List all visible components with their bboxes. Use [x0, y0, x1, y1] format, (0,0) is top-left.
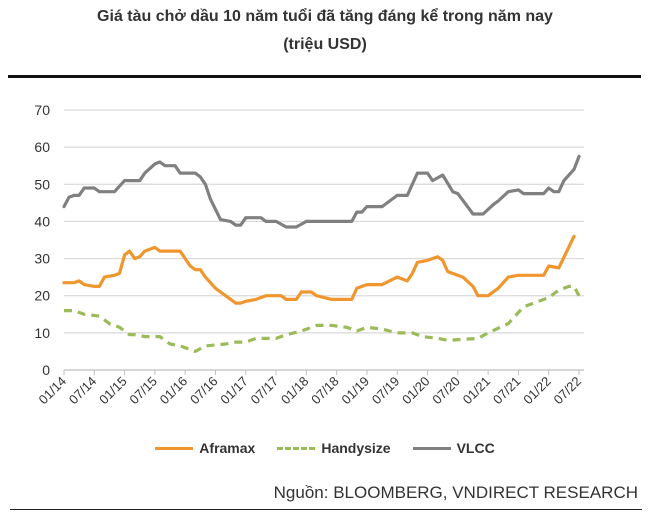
- series-line-aframax: [62, 234, 576, 305]
- chart-subtitle: (triệu USD): [283, 36, 367, 53]
- legend-label: Aframax: [199, 440, 256, 456]
- y-tick-label: 0: [42, 362, 50, 378]
- legend-item-vlcc: VLCC: [412, 440, 495, 456]
- x-tick-label: 01/16: [157, 374, 191, 408]
- x-tick-label: 01/22: [520, 374, 554, 408]
- x-tick-label: 07/21: [490, 374, 524, 408]
- source-note: Nguồn: BLOOMBERG, VNDIRECT RESEARCH: [273, 483, 638, 502]
- x-tick-label: 01/15: [96, 374, 130, 408]
- x-tick-label: 07/20: [429, 374, 463, 408]
- legend-label: VLCC: [456, 440, 495, 456]
- x-tick-label: 07/15: [126, 374, 160, 408]
- y-tick-label: 10: [34, 325, 50, 341]
- x-tick-label: 01/18: [278, 374, 312, 408]
- series-line-handysize: [64, 284, 581, 353]
- y-tick-label: 40: [34, 213, 50, 229]
- line-chart: 0 10 20 30 40 50 60 70 01/1407/1401/1507/1501/16…: [34, 102, 585, 408]
- legend-swatch: [155, 446, 194, 450]
- x-tick-label: 07/22: [551, 374, 585, 408]
- x-tick-label: 07/14: [66, 374, 100, 408]
- legend: Aframax Handysize VLCC: [0, 440, 650, 456]
- y-tick-label: 20: [34, 288, 50, 304]
- x-tick-label: 07/19: [369, 374, 403, 408]
- chart-title: Giá tàu chở dầu 10 năm tuổi đã tăng đáng…: [97, 8, 553, 25]
- x-tick-label: 01/14: [36, 374, 70, 408]
- y-tick-label: 50: [34, 176, 50, 192]
- legend-label: Handysize: [321, 440, 391, 456]
- x-tick-label: 01/19: [338, 374, 372, 408]
- x-tick-label: 01/20: [399, 374, 433, 408]
- legend-item-aframax: Aframax: [155, 440, 255, 456]
- bottom-divider: [10, 509, 642, 510]
- legend-swatch: [412, 446, 451, 450]
- top-divider: [8, 75, 641, 78]
- x-tick-label: 01/21: [460, 374, 494, 408]
- y-tick-label: 30: [34, 251, 50, 267]
- legend-item-handysize: Handysize: [277, 440, 391, 456]
- y-tick-label: 60: [34, 139, 50, 155]
- y-tick-label: 70: [34, 102, 50, 118]
- x-tick-label: 07/17: [248, 374, 282, 408]
- x-tick-label: 07/16: [187, 374, 221, 408]
- series-line-vlcc: [62, 154, 581, 229]
- legend-swatch: [277, 446, 316, 450]
- x-tick-label: 07/18: [308, 374, 342, 408]
- x-tick-label: 01/17: [217, 374, 251, 408]
